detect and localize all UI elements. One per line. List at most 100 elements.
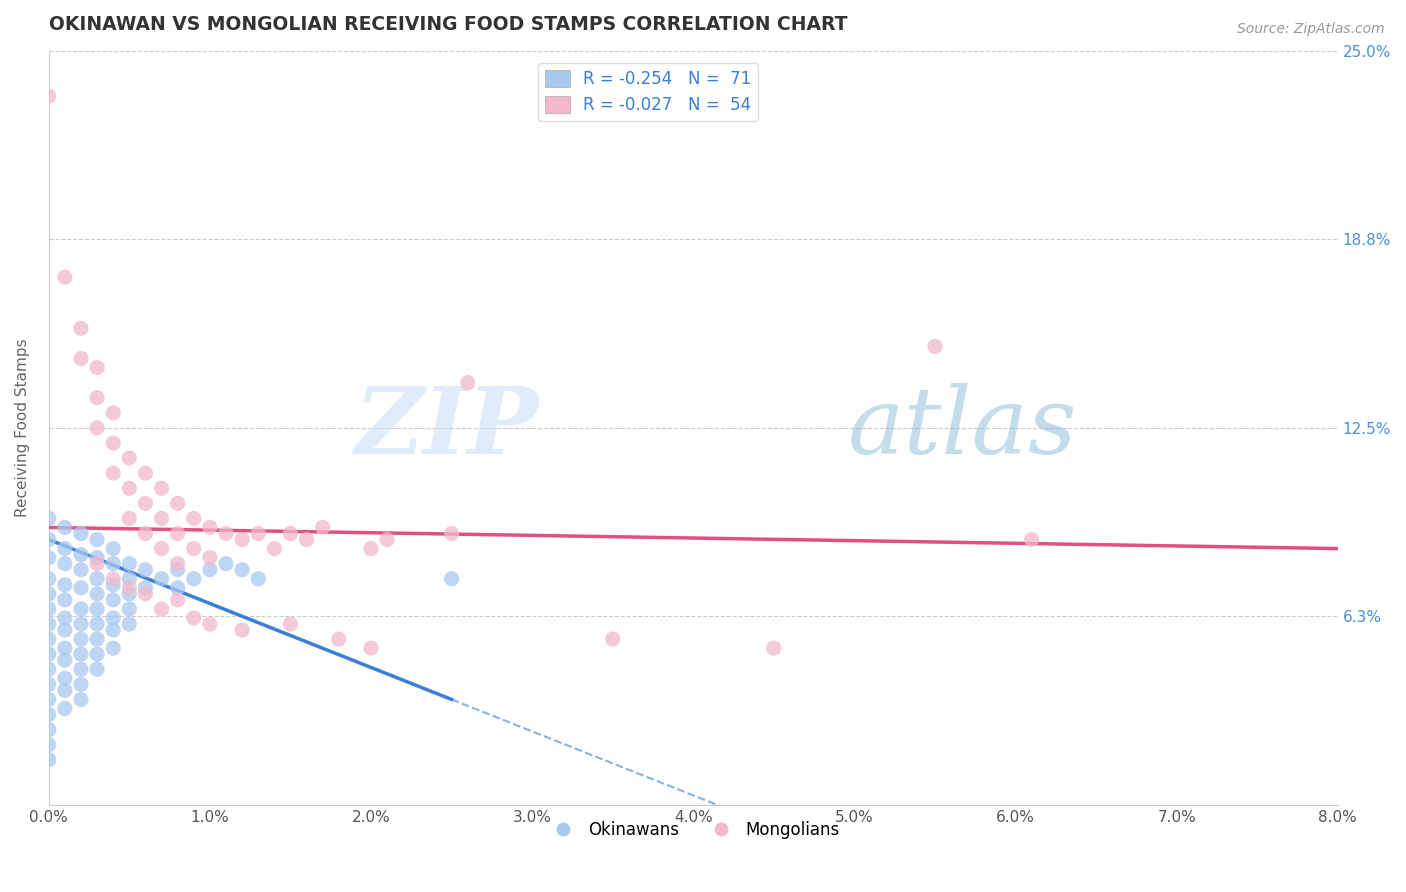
Point (103, 572, 125, 586)
Point (360, 541, 382, 556)
Point (134, 466, 156, 480)
Point (198, 617, 221, 632)
Point (134, 587, 156, 601)
Point (86, 360, 108, 375)
Point (103, 557, 125, 571)
Point (70, 321, 93, 335)
Point (86, 662, 108, 676)
Point (602, 632, 624, 646)
Point (38, 677, 60, 691)
Point (134, 496, 156, 510)
Point (86, 587, 108, 601)
Point (38, 723, 60, 737)
Point (70, 617, 93, 632)
Point (311, 520, 333, 534)
Legend: Okinawans, Mongolians: Okinawans, Mongolians (540, 814, 846, 846)
Point (280, 617, 302, 632)
Point (247, 526, 270, 541)
Point (103, 406, 125, 420)
Point (231, 623, 253, 637)
Point (53, 611, 76, 625)
Point (198, 563, 221, 577)
Point (38, 617, 60, 632)
Point (103, 578, 125, 592)
Point (118, 587, 141, 601)
Point (118, 581, 141, 595)
Point (231, 533, 253, 547)
Point (53, 593, 76, 607)
Point (166, 563, 188, 577)
Point (375, 533, 398, 547)
Point (134, 581, 156, 595)
Point (53, 653, 76, 667)
Point (328, 632, 350, 646)
Point (198, 550, 221, 565)
Point (103, 541, 125, 556)
Point (53, 270, 76, 285)
Point (134, 563, 156, 577)
Point (118, 617, 141, 632)
Point (38, 602, 60, 616)
Point (103, 436, 125, 450)
Point (38, 550, 60, 565)
Point (86, 533, 108, 547)
Text: OKINAWAN VS MONGOLIAN RECEIVING FOOD STAMPS CORRELATION CHART: OKINAWAN VS MONGOLIAN RECEIVING FOOD STA… (49, 15, 848, 34)
Point (150, 511, 173, 525)
Point (86, 550, 108, 565)
Point (440, 526, 463, 541)
Point (280, 526, 302, 541)
Point (166, 526, 188, 541)
Point (103, 641, 125, 656)
Point (70, 548, 93, 562)
Point (53, 683, 76, 698)
Point (762, 641, 785, 656)
Point (166, 557, 188, 571)
Text: atlas: atlas (848, 383, 1077, 473)
Point (38, 692, 60, 706)
Point (70, 632, 93, 646)
Point (360, 641, 382, 656)
Point (183, 511, 205, 525)
Point (118, 572, 141, 586)
Point (183, 541, 205, 556)
Point (53, 671, 76, 685)
Point (183, 572, 205, 586)
Point (38, 533, 60, 547)
Text: ZIP: ZIP (354, 383, 538, 473)
Point (103, 466, 125, 480)
Point (118, 511, 141, 525)
Point (38, 632, 60, 646)
Point (53, 520, 76, 534)
Point (86, 557, 108, 571)
Point (150, 541, 173, 556)
Point (53, 541, 76, 556)
Point (70, 662, 93, 676)
Point (1021, 533, 1043, 547)
Point (86, 617, 108, 632)
Point (150, 481, 173, 495)
Y-axis label: Receiving Food Stamps: Receiving Food Stamps (15, 339, 30, 517)
Point (134, 526, 156, 541)
Point (70, 563, 93, 577)
Point (53, 701, 76, 715)
Point (118, 557, 141, 571)
Point (38, 587, 60, 601)
Point (457, 376, 479, 390)
Point (53, 641, 76, 656)
Point (70, 602, 93, 616)
Point (215, 557, 238, 571)
Point (103, 623, 125, 637)
Point (86, 632, 108, 646)
Point (118, 451, 141, 466)
Point (118, 481, 141, 495)
Point (70, 526, 93, 541)
Point (38, 89, 60, 103)
Point (70, 581, 93, 595)
Point (38, 753, 60, 767)
Point (70, 677, 93, 691)
Point (38, 572, 60, 586)
Point (150, 572, 173, 586)
Point (53, 623, 76, 637)
Point (215, 526, 238, 541)
Point (198, 520, 221, 534)
